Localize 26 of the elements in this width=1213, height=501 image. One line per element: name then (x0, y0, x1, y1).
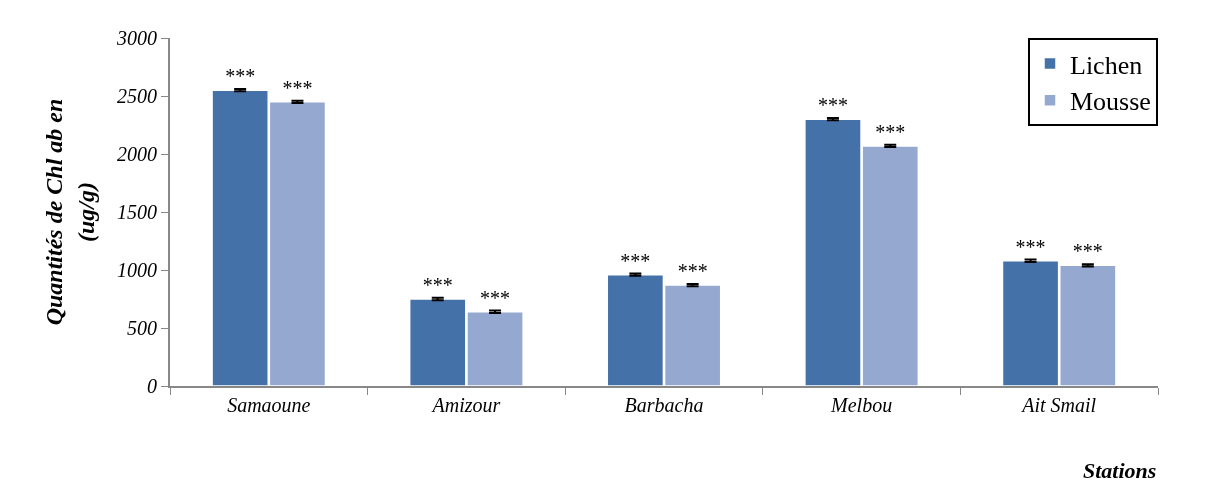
data-label: *** (677, 260, 708, 283)
y-tick-label: 1000 (117, 259, 157, 281)
y-tick-label: 3000 (116, 27, 157, 49)
legend-label: Lichen (1070, 50, 1143, 80)
x-tick-label: Samaoune (227, 394, 311, 416)
x-tick-label: Ait Smail (1020, 394, 1097, 416)
y-tick-label: 2500 (117, 85, 157, 107)
data-label: *** (225, 65, 256, 88)
x-tick-label: Melbou (830, 394, 893, 416)
y-tick-label: 0 (147, 375, 157, 397)
y-axis-title: Quantités de Chl ab en (ug/g) (41, 98, 99, 326)
data-label: *** (620, 249, 651, 272)
data-label: *** (817, 94, 848, 117)
data-label: *** (1072, 240, 1103, 263)
x-tick-label: Amizour (430, 394, 501, 416)
data-label: *** (282, 76, 313, 99)
y-tick-label: 2000 (117, 143, 157, 165)
x-axis-title: Stations (1083, 458, 1157, 483)
data-label: *** (875, 120, 906, 143)
data-label: *** (1015, 235, 1046, 258)
data-label: *** (480, 286, 511, 309)
legend-label: Mousse (1070, 87, 1151, 117)
y-tick-label: 1500 (117, 201, 157, 223)
data-label: *** (422, 274, 453, 296)
x-tick-label: Barbacha (624, 394, 704, 416)
y-tick-label: 500 (127, 317, 157, 339)
